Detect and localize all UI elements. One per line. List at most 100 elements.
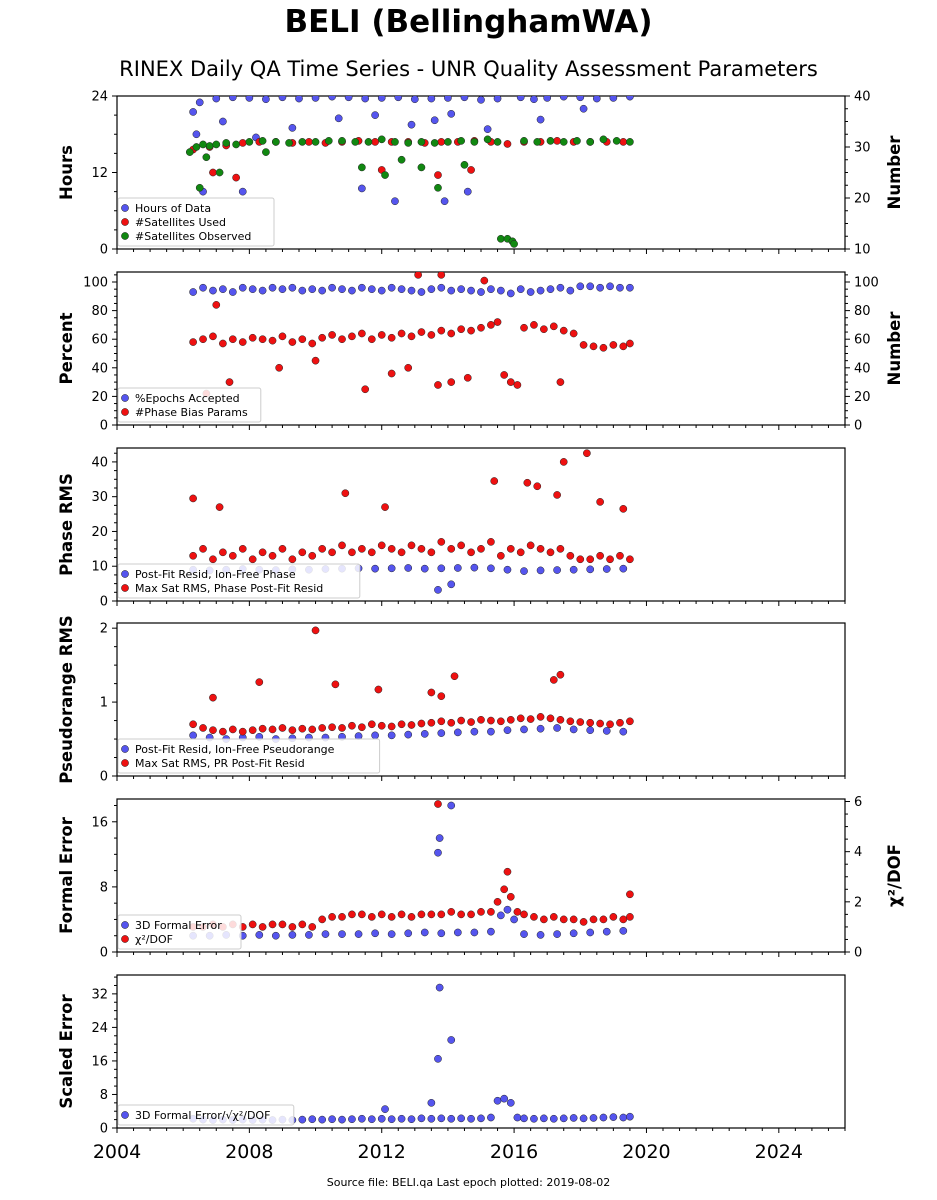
data-point <box>387 722 396 731</box>
y-tick-label: 100 <box>83 276 108 291</box>
data-point <box>427 688 436 697</box>
data-point <box>434 586 442 594</box>
data-point <box>616 551 624 560</box>
data-point <box>328 96 336 101</box>
y-axis-label: Pseudorange RMS <box>57 615 76 783</box>
data-point <box>427 1114 436 1123</box>
data-point <box>540 1114 548 1123</box>
data-point <box>427 96 436 103</box>
data-point <box>510 915 518 924</box>
data-point <box>391 197 399 206</box>
data-point <box>609 96 618 102</box>
y-tick-label: 16 <box>91 815 108 830</box>
data-point <box>526 715 535 723</box>
data-point <box>549 322 558 331</box>
data-point <box>434 183 442 192</box>
data-point <box>596 283 604 292</box>
data-point <box>503 140 512 148</box>
data-point <box>602 727 611 735</box>
data-point <box>298 138 307 146</box>
data-point <box>348 1115 356 1124</box>
data-point <box>288 124 297 132</box>
data-point <box>228 96 237 102</box>
data-point <box>444 96 452 102</box>
data-point <box>540 915 548 924</box>
data-point <box>219 117 227 126</box>
data-point <box>619 1113 628 1122</box>
data-point <box>328 723 336 732</box>
data-point <box>219 727 227 736</box>
data-point <box>338 724 346 732</box>
data-point <box>338 913 346 921</box>
data-point <box>606 282 614 291</box>
data-point <box>308 725 317 734</box>
data-point <box>394 96 403 102</box>
data-point <box>238 139 247 147</box>
data-point <box>215 168 224 177</box>
data-point <box>219 548 227 557</box>
data-point <box>228 551 237 560</box>
data-point <box>457 541 465 550</box>
data-point <box>520 930 528 938</box>
y-tick-label: 20 <box>91 390 108 405</box>
data-point <box>397 329 406 338</box>
data-point <box>268 551 277 560</box>
data-point <box>361 385 370 394</box>
data-point <box>397 548 406 557</box>
data-point <box>546 285 555 294</box>
data-point <box>553 491 561 499</box>
data-point <box>371 111 379 119</box>
data-point <box>487 564 495 573</box>
data-point <box>626 913 634 921</box>
data-point <box>586 138 595 146</box>
data-point <box>427 718 436 727</box>
data-point <box>497 717 505 726</box>
y-tick-label: 16 <box>91 1054 108 1069</box>
y-tick-label: 12 <box>91 166 108 181</box>
data-point <box>311 96 320 102</box>
legend-box <box>117 1104 295 1126</box>
data-point <box>278 285 287 294</box>
data-point <box>579 104 588 113</box>
y-right-tick-label: 40 <box>854 361 871 376</box>
data-point <box>285 139 293 147</box>
data-point <box>553 566 561 574</box>
data-point <box>457 325 465 334</box>
data-point <box>536 931 545 939</box>
data-point <box>275 363 283 372</box>
y-right-tick-label: 10 <box>854 243 871 258</box>
data-point <box>596 719 604 728</box>
data-point <box>569 565 578 574</box>
data-point <box>619 915 628 924</box>
data-point <box>493 138 502 146</box>
data-point <box>549 913 558 921</box>
data-point <box>328 283 336 292</box>
data-point <box>434 800 442 808</box>
legend-marker <box>121 745 129 753</box>
panel-4: 0 1 2 Pseudorange RMS Post-Fit Resid, Ion-Fr… <box>57 615 846 785</box>
data-point <box>199 283 207 292</box>
data-point <box>308 339 317 348</box>
data-point <box>228 335 237 344</box>
data-point <box>427 548 436 557</box>
data-point <box>497 911 505 920</box>
data-point <box>404 564 413 572</box>
data-point <box>447 286 456 295</box>
data-point <box>417 163 426 172</box>
data-point <box>536 286 545 295</box>
data-point <box>437 272 446 279</box>
data-point <box>255 931 264 939</box>
data-point <box>447 580 456 589</box>
data-point <box>559 915 568 924</box>
legend-box <box>117 914 242 950</box>
legend-label: Hours of Data <box>135 202 211 215</box>
data-point <box>271 931 280 940</box>
data-point <box>566 551 575 560</box>
data-point <box>404 363 413 372</box>
data-point <box>387 913 396 921</box>
data-point <box>248 555 257 564</box>
data-point <box>447 718 456 727</box>
data-point <box>619 342 628 351</box>
data-point <box>298 286 307 295</box>
